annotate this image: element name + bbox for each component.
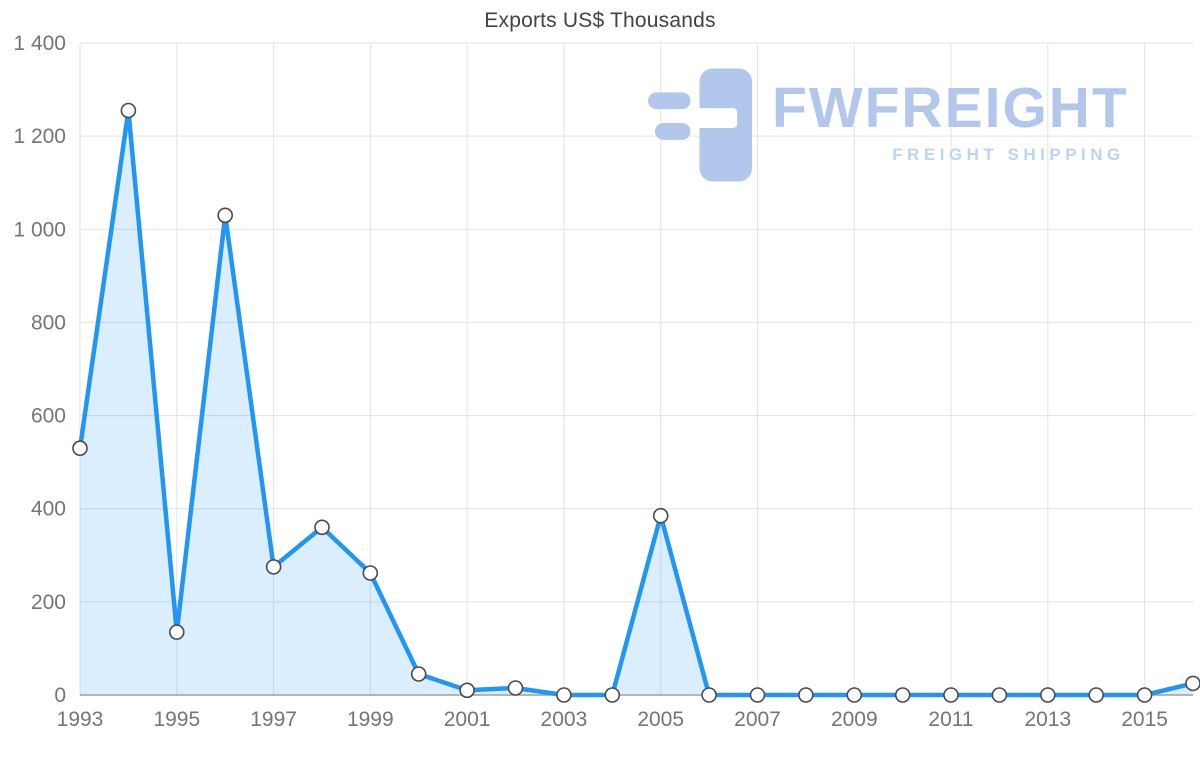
x-tick-label: 2001 <box>444 708 491 731</box>
data-point-marker[interactable] <box>362 565 379 581</box>
data-point-marker[interactable] <box>459 682 475 699</box>
x-tick-label: 2007 <box>734 708 781 731</box>
data-point-marker[interactable] <box>943 687 959 703</box>
y-tick-label: 200 <box>31 591 66 614</box>
data-point-marker[interactable] <box>1040 687 1056 703</box>
data-point-marker[interactable] <box>314 519 330 536</box>
x-tick-label: 1997 <box>250 708 297 731</box>
data-point-marker[interactable] <box>1136 687 1153 703</box>
data-point-marker[interactable] <box>507 680 524 696</box>
y-tick-label: 400 <box>31 498 66 521</box>
series-area-fill <box>80 110 1193 695</box>
x-tick-label: 2009 <box>831 708 878 731</box>
data-point-marker[interactable] <box>701 687 717 703</box>
data-point-marker[interactable] <box>1185 675 1200 692</box>
data-point-marker[interactable] <box>846 687 863 703</box>
x-tick-label: 1995 <box>153 708 200 731</box>
data-point-marker[interactable] <box>991 687 1008 703</box>
y-tick-label: 1 400 <box>13 32 66 55</box>
data-point-marker[interactable] <box>556 687 572 703</box>
y-tick-label: 0 <box>54 684 66 707</box>
x-tick-label: 2011 <box>928 708 973 731</box>
x-tick-label: 1993 <box>57 708 104 731</box>
data-point-marker[interactable] <box>749 687 766 703</box>
data-point-marker[interactable] <box>120 102 137 119</box>
y-tick-label: 1 200 <box>13 125 66 148</box>
data-point-marker[interactable] <box>894 687 911 703</box>
data-point-marker[interactable] <box>72 440 88 457</box>
data-point-marker[interactable] <box>652 507 669 524</box>
y-tick-label: 1 000 <box>13 218 66 241</box>
data-point-marker[interactable] <box>265 559 282 575</box>
x-tick-label: 2003 <box>541 708 588 731</box>
exports-series-line <box>77 108 1196 698</box>
data-point-marker[interactable] <box>217 207 233 224</box>
data-point-marker[interactable] <box>798 687 814 703</box>
x-tick-label: 1999 <box>347 708 394 731</box>
data-point-marker[interactable] <box>604 687 621 703</box>
x-tick-label: 2013 <box>1024 708 1071 731</box>
data-point-marker[interactable] <box>1088 687 1104 703</box>
data-point-marker[interactable] <box>169 624 185 640</box>
chart-title: Exports US$ Thousands <box>484 9 716 32</box>
x-tick-label: 2015 <box>1121 708 1168 731</box>
x-tick-label: 2005 <box>637 708 684 731</box>
y-tick-label: 600 <box>31 405 66 428</box>
data-point-marker[interactable] <box>410 666 427 682</box>
y-tick-label: 800 <box>31 311 66 334</box>
